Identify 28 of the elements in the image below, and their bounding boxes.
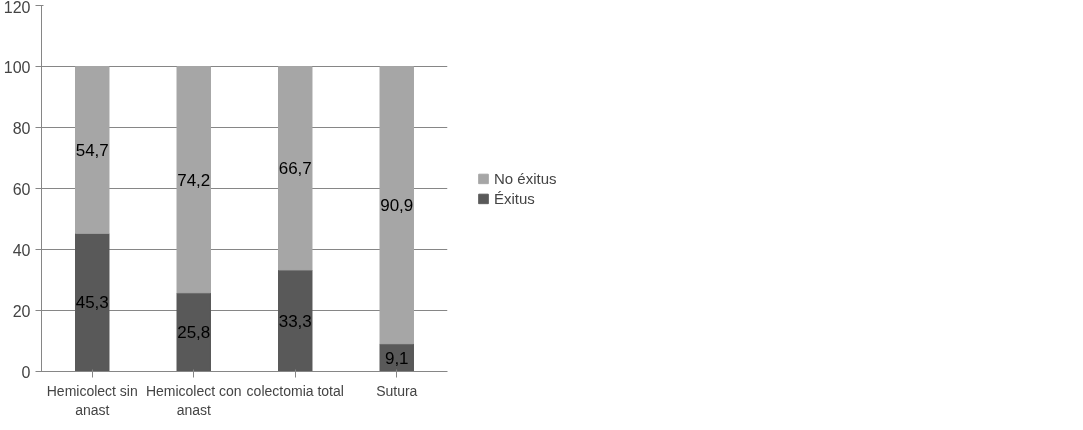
data-label: 25,8 [177,323,211,343]
y-tick-label: 40 [12,241,31,259]
data-label: 54,7 [75,140,109,160]
bar [176,292,211,372]
bar [278,269,313,372]
data-label: 66,7 [278,159,312,179]
bar [278,66,313,271]
legend-label: No éxitus [494,169,557,187]
x-tick-label: Hemicolect sin anast [46,382,138,418]
y-tick-label: 120 [3,0,31,16]
y-tick-label: 60 [12,180,31,198]
legend-label: Éxitus [494,189,535,207]
data-label: 74,2 [177,170,211,190]
data-label: 45,3 [75,293,109,313]
x-tick-label: Sutura [376,382,418,399]
bar [75,232,110,372]
bar [176,66,211,294]
bar [379,66,414,345]
data-label: 90,9 [380,196,414,216]
data-label: 33,3 [278,311,312,331]
x-tick-label: Hemicolect con anast [145,382,242,418]
bar [75,66,110,234]
y-tick-label: 20 [12,302,31,320]
data-label: 9,1 [384,348,409,368]
x-tick-label: colectomia total [246,382,344,399]
y-tick-label: 0 [21,363,31,381]
y-tick-label: 80 [12,119,31,137]
y-tick-label: 100 [3,58,31,76]
